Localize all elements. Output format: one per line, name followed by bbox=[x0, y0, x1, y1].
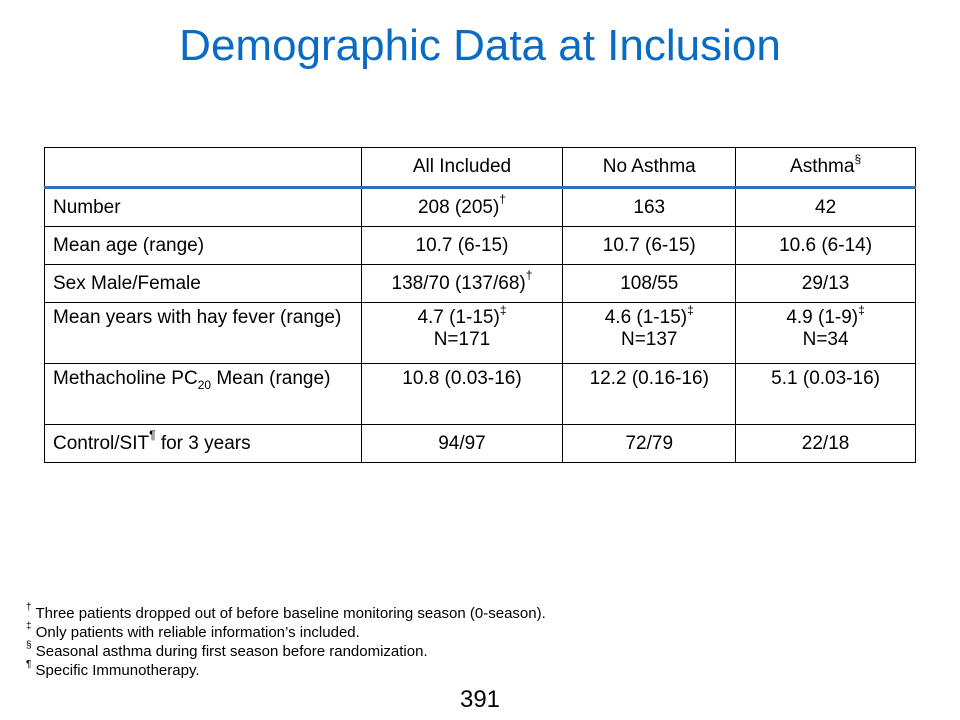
cell-number-no-asthma: 163 bbox=[562, 187, 737, 227]
footnotes: † Three patients dropped out of before b… bbox=[26, 602, 546, 680]
cell-sex-all: 138/70 (137/68)† bbox=[360, 264, 564, 303]
row-label-hay-fever: Mean years with hay fever (range) bbox=[44, 302, 362, 364]
table-row: Number 208 (205)† 163 42 bbox=[44, 187, 916, 227]
cell-hay-fever-asthma: 4.9 (1-9)‡ N=34 bbox=[735, 302, 916, 364]
page-title: Demographic Data at Inclusion bbox=[179, 21, 781, 70]
cell-age-all: 10.7 (6-15) bbox=[360, 226, 564, 265]
cell-methacholine-no-asthma: 12.2 (0.16-16) bbox=[562, 363, 737, 425]
cell-number-all: 208 (205)† bbox=[360, 187, 564, 227]
footnote-section: § Seasonal asthma during first season be… bbox=[26, 640, 428, 661]
cell-methacholine-asthma: 5.1 (0.03-16) bbox=[735, 363, 916, 425]
cell-sex-asthma: 29/13 bbox=[735, 264, 916, 303]
table-row: Mean age (range) 10.7 (6-15) 10.7 (6-15)… bbox=[44, 226, 916, 265]
footnote-double-dagger: ‡ Only patients with reliable informatio… bbox=[26, 621, 360, 642]
cell-hay-fever-all: 4.7 (1-15)‡ N=171 bbox=[360, 302, 564, 364]
cell-control-no-asthma: 72/79 bbox=[562, 424, 737, 463]
table-row: Sex Male/Female 138/70 (137/68)† 108/55 … bbox=[44, 264, 916, 303]
cell-age-no-asthma: 10.7 (6-15) bbox=[562, 226, 737, 265]
cell-control-all: 94/97 bbox=[360, 424, 564, 463]
row-label-mean-age: Mean age (range) bbox=[44, 226, 362, 265]
header-cell-empty bbox=[44, 147, 362, 189]
footnote-dagger: † Three patients dropped out of before b… bbox=[26, 602, 546, 623]
header-no-asthma: No Asthma bbox=[562, 147, 737, 189]
header-all-included: All Included bbox=[360, 147, 564, 189]
cell-hay-fever-no-asthma: 4.6 (1-15)‡ N=137 bbox=[562, 302, 737, 364]
row-label-number: Number bbox=[44, 187, 362, 227]
row-label-methacholine: Methacholine PC20 Mean (range) bbox=[44, 363, 362, 425]
table-row: Methacholine PC20 Mean (range) 10.8 (0.0… bbox=[44, 363, 916, 425]
cell-control-asthma: 22/18 bbox=[735, 424, 916, 463]
footnote-pilcrow: ¶ Specific Immunotherapy. bbox=[26, 659, 200, 680]
row-label-control-sit: Control/SIT¶ for 3 years bbox=[44, 424, 362, 463]
row-label-sex: Sex Male/Female bbox=[44, 264, 362, 303]
table-row: Control/SIT¶ for 3 years 94/97 72/79 22/… bbox=[44, 424, 916, 463]
header-asthma: Asthma§ bbox=[735, 147, 916, 189]
cell-age-asthma: 10.6 (6-14) bbox=[735, 226, 916, 265]
page-number: 391 bbox=[459, 686, 501, 713]
table-row: Mean years with hay fever (range) 4.7 (1… bbox=[44, 302, 916, 364]
cell-methacholine-all: 10.8 (0.03-16) bbox=[360, 363, 564, 425]
cell-number-asthma: 42 bbox=[735, 187, 916, 227]
cell-sex-no-asthma: 108/55 bbox=[562, 264, 737, 303]
demographic-table: All Included No Asthma Asthma§ Number 20… bbox=[44, 147, 916, 463]
table-header-row: All Included No Asthma Asthma§ bbox=[44, 147, 916, 189]
